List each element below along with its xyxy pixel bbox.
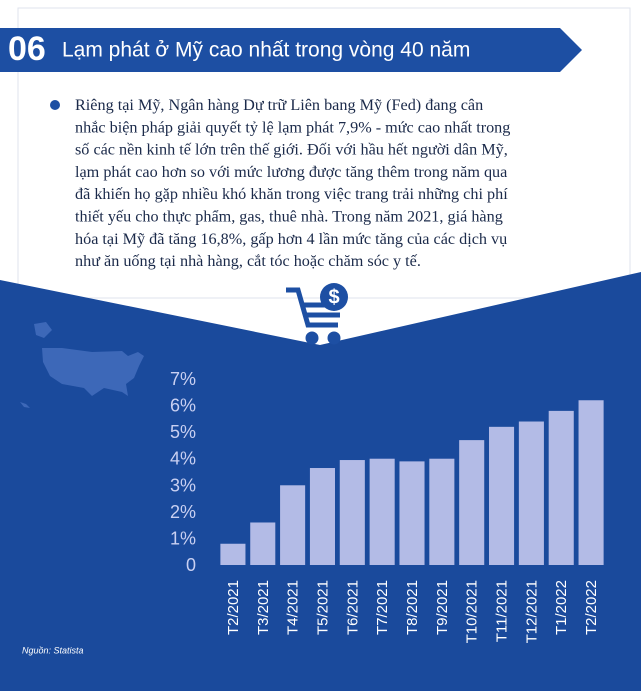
y-tick-label: 5% — [170, 422, 196, 442]
bar — [548, 410, 574, 565]
x-tick-label: T6/2021 — [344, 580, 361, 635]
y-tick-label: 2% — [170, 502, 196, 522]
us-map — [20, 322, 144, 408]
paragraph-line: Riêng tại Mỹ, Ngân hàng Dự trữ Liên bang… — [75, 96, 483, 114]
x-tick-label: T3/2021 — [255, 580, 272, 635]
header-banner — [0, 28, 582, 72]
bar — [578, 400, 604, 565]
x-tick-label: T8/2021 — [404, 580, 421, 635]
paragraph-line: số các nền kinh tế lớn trên thế giới. Đố… — [75, 141, 508, 159]
x-tick-label: T9/2021 — [434, 580, 451, 635]
dollar-sign: $ — [328, 286, 339, 308]
dollar-icon — [320, 283, 348, 311]
y-tick-label: 4% — [170, 449, 196, 469]
y-tick-label: 0 — [186, 555, 196, 575]
x-tick-label: T4/2021 — [285, 580, 302, 635]
bar — [429, 458, 455, 565]
paragraph-line: như ăn uống tại nhà hàng, cắt tóc hoặc c… — [75, 252, 421, 270]
y-tick-label: 6% — [170, 396, 196, 416]
paragraph-line: lạm phát cao hơn so với mức lương được t… — [75, 163, 507, 181]
x-tick-label: T10/2021 — [464, 580, 481, 643]
bar — [280, 485, 306, 565]
x-tick-label: T7/2021 — [374, 580, 391, 635]
x-tick-label: T1/2022 — [553, 580, 570, 635]
bar — [369, 458, 395, 565]
bar — [220, 543, 246, 565]
bar — [399, 461, 425, 565]
bar — [518, 421, 544, 565]
header-title: Lạm phát ở Mỹ cao nhất trong vòng 40 năm — [62, 39, 470, 62]
paragraph: Riêng tại Mỹ, Ngân hàng Dự trữ Liên bang… — [75, 96, 510, 270]
x-tick-label: T5/2021 — [314, 580, 331, 635]
x-tick-label: T11/2021 — [494, 580, 511, 642]
bullet — [50, 100, 60, 110]
paragraph-line: thiết yếu cho thực phẩm, gas, thuê nhà. … — [75, 208, 503, 226]
paragraph-line: đã khiến họ gặp nhiều khó khăn trong việ… — [75, 185, 508, 203]
bar-chart: 0 1% 2% 3% 4% 5% 6% 7% T2/2021 T3/2021 T4/2021 T5/2… — [170, 369, 604, 643]
bar — [250, 522, 276, 565]
y-tick-label: 7% — [170, 369, 196, 389]
x-tick-label: T2/2022 — [583, 580, 600, 635]
y-tick-label: 3% — [170, 475, 196, 495]
bar — [489, 426, 515, 565]
paragraph-line: hóa tại Mỹ đã tăng 16,8%, gấp hơn 4 lần … — [75, 230, 507, 248]
bar — [309, 468, 335, 565]
source: Nguồn: Statista — [22, 645, 84, 655]
bar — [339, 460, 365, 565]
bar — [459, 440, 485, 565]
x-tick-label: T2/2021 — [225, 580, 242, 635]
y-tick-label: 1% — [170, 528, 196, 548]
paragraph-line: nhắc biện pháp giải quyết tỷ lệ lạm phát… — [75, 118, 510, 136]
x-tick-label: T12/2021 — [523, 580, 540, 643]
header-number: 06 — [8, 30, 46, 68]
